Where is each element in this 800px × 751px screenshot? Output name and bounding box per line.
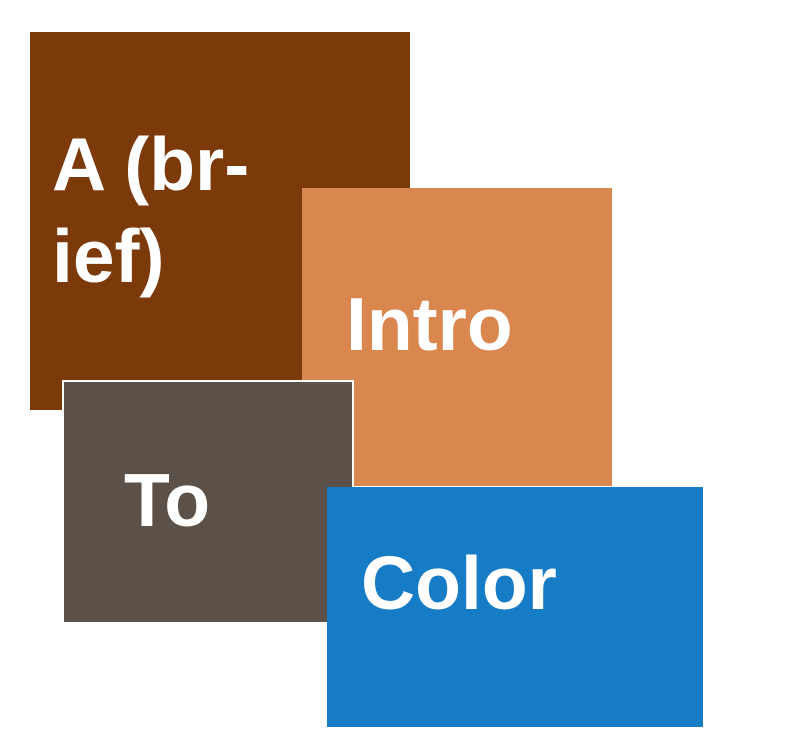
title-block-color: Color <box>327 487 703 727</box>
title-text-color: Color <box>361 541 557 625</box>
title-text-a-brief: A (br- ief) <box>52 118 249 302</box>
title-block-to: To <box>62 380 354 624</box>
title-line: A (br- <box>52 122 250 206</box>
title-line: ief) <box>52 214 165 298</box>
title-text-to: To <box>124 458 211 542</box>
title-text-intro: Intro <box>346 282 513 366</box>
